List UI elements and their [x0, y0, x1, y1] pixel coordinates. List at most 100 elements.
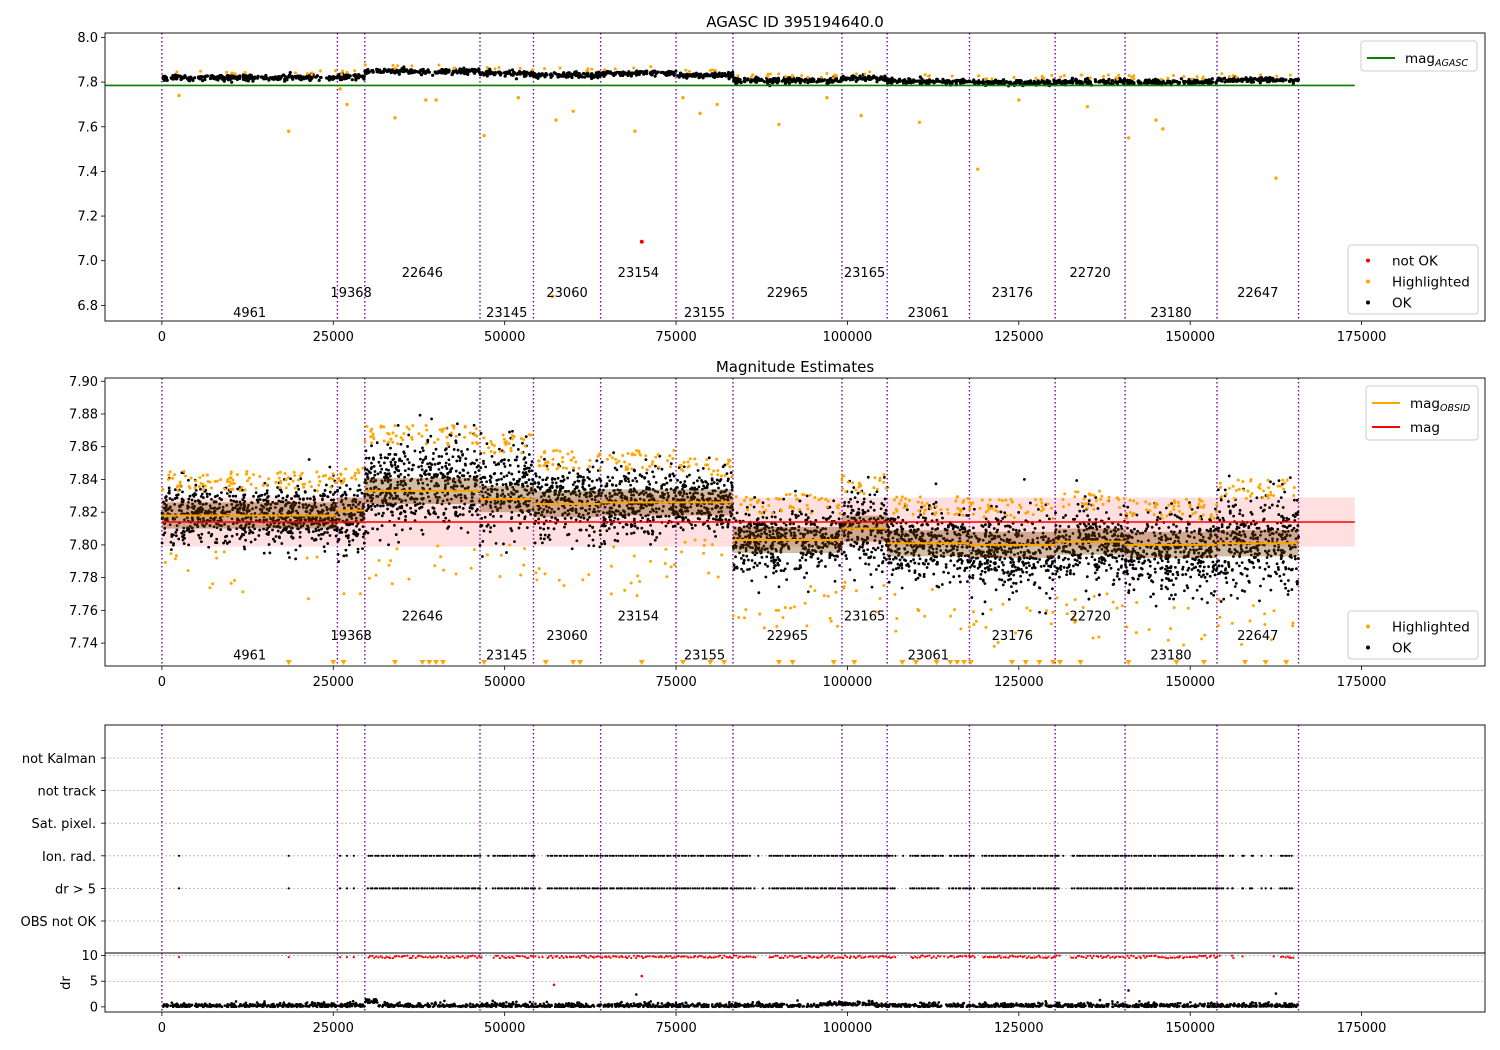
ok-point: [444, 516, 448, 520]
x-tick-label: 25000: [313, 330, 354, 345]
ok-point: [393, 71, 397, 75]
ok-point: [437, 467, 441, 471]
ok-point: [387, 468, 391, 472]
ok-point: [576, 475, 580, 479]
ok-point: [162, 78, 166, 83]
ok-point: [533, 541, 537, 545]
ok-point: [444, 461, 448, 465]
ok-point: [472, 70, 476, 74]
ok-point: [655, 515, 659, 519]
ok-point: [509, 527, 513, 530]
ok-point: [189, 75, 193, 79]
ok-point: [513, 482, 517, 486]
highlighted-point: [318, 69, 322, 73]
ok-point: [832, 499, 836, 503]
ok-point: [681, 484, 685, 487]
ok-point: [997, 80, 1001, 85]
ok-point: [1266, 76, 1270, 80]
ok-point: [690, 523, 693, 527]
ok-point: [516, 448, 520, 451]
ok-point: [704, 480, 707, 483]
ok-point: [423, 472, 426, 475]
ok-point: [430, 463, 434, 466]
ok-point: [1033, 81, 1038, 85]
obsid-label: 4961: [233, 306, 266, 321]
ok-point: [664, 524, 668, 528]
ok-point: [655, 536, 659, 539]
highlighted-point: [835, 74, 839, 78]
ok-point: [1179, 77, 1184, 81]
ok-point: [502, 462, 506, 466]
highlighted-point: [768, 72, 772, 76]
ok-point: [595, 459, 599, 463]
highlighted-point: [603, 68, 607, 72]
ok-point: [726, 70, 731, 75]
ok-point: [164, 498, 168, 502]
ok-point: [414, 509, 418, 513]
ok-point: [629, 74, 634, 78]
ok-point: [770, 81, 774, 85]
highlighted-point: [1231, 74, 1235, 78]
ok-point: [610, 483, 614, 487]
ok-point: [831, 511, 835, 514]
ok-point: [975, 80, 979, 85]
ok-point: [546, 535, 550, 539]
ok-point: [479, 431, 483, 435]
ok-point: [405, 503, 409, 507]
ok-point: [309, 497, 312, 501]
ok-point: [679, 526, 683, 530]
ok-point: [403, 469, 407, 473]
ok-point: [197, 499, 201, 503]
ok-point: [476, 513, 480, 517]
ok-point: [407, 71, 411, 75]
ok-point: [719, 478, 723, 481]
ok-point: [635, 479, 639, 483]
ok-point: [555, 485, 559, 488]
ok-point: [318, 75, 323, 80]
ok-point: [393, 460, 397, 464]
ok-point: [538, 475, 542, 479]
x-tick-label: 125000: [994, 330, 1044, 345]
ok-point: [556, 476, 560, 480]
ok-point: [563, 517, 567, 520]
ok-point: [230, 534, 234, 538]
highlighted-point: [393, 116, 397, 120]
ok-point: [524, 461, 528, 464]
ok-point: [780, 79, 784, 83]
highlighted-point: [923, 73, 927, 77]
ok-point: [181, 529, 185, 533]
ok-point: [272, 537, 275, 541]
ok-point: [323, 531, 327, 534]
ok-point: [668, 473, 672, 477]
ok-point: [413, 449, 417, 453]
ok-point: [585, 528, 588, 532]
ok-point: [371, 527, 375, 531]
ok-point: [750, 579, 754, 583]
ok-point: [466, 448, 469, 451]
ok-point: [381, 70, 386, 74]
ok-point: [587, 534, 591, 537]
obsid-label: 23060: [546, 286, 587, 301]
ok-point: [854, 76, 859, 80]
highlighted-point: [1190, 77, 1194, 81]
ok-point: [380, 467, 384, 471]
ok-point: [173, 74, 178, 79]
ok-point: [197, 76, 201, 80]
ok-point: [602, 74, 606, 78]
ok-point: [549, 75, 553, 79]
ok-point: [323, 549, 327, 553]
ok-point: [816, 557, 820, 561]
ok-point: [398, 457, 402, 461]
ok-point: [267, 530, 271, 534]
ok-point: [447, 525, 451, 529]
highlighted-point: [1154, 118, 1158, 122]
highlighted-point: [497, 65, 501, 69]
ok-point: [653, 538, 657, 542]
ok-point: [735, 81, 739, 85]
ok-point: [277, 77, 282, 81]
ok-point: [467, 68, 471, 72]
ok-point: [762, 80, 767, 84]
ok-point: [561, 485, 565, 489]
ok-point: [514, 458, 518, 462]
ok-point: [537, 517, 541, 521]
